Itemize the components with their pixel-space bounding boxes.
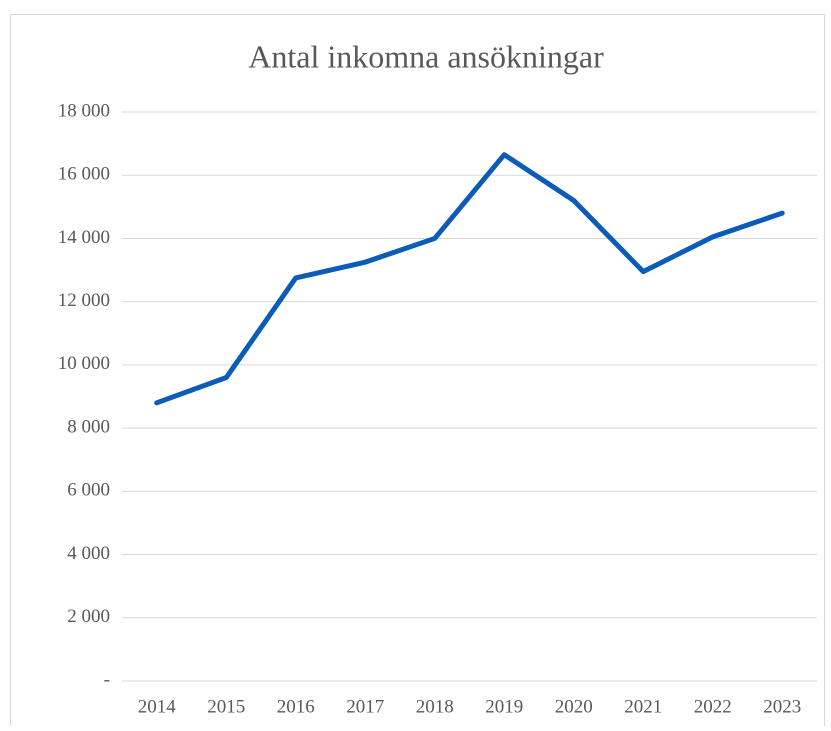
y-tick-label: 14 000 bbox=[58, 227, 110, 248]
x-tick-label: 2015 bbox=[207, 696, 245, 717]
x-tick-label: 2022 bbox=[694, 696, 732, 717]
x-tick-label: 2020 bbox=[555, 696, 593, 717]
y-tick-label: 12 000 bbox=[58, 290, 110, 311]
y-tick-label: - bbox=[104, 669, 110, 690]
y-tick-label: 6 000 bbox=[67, 480, 110, 501]
x-tick-label: 2017 bbox=[346, 696, 384, 717]
y-tick-label: 8 000 bbox=[67, 416, 110, 437]
chart-title: Antal inkomna ansökningar bbox=[248, 38, 604, 74]
y-tick-label: 18 000 bbox=[58, 100, 110, 121]
line-series bbox=[154, 152, 785, 406]
chart-frame bbox=[10, 14, 825, 731]
y-tick-label: 16 000 bbox=[58, 164, 110, 185]
y-tick-label: 2 000 bbox=[67, 606, 110, 627]
x-tick-label: 2018 bbox=[416, 696, 454, 717]
x-tick-label: 2021 bbox=[624, 696, 662, 717]
y-tick-label: 4 000 bbox=[67, 543, 110, 564]
x-tick-label: 2019 bbox=[485, 696, 523, 717]
x-tick-label: 2016 bbox=[277, 696, 315, 717]
x-tick-label: 2014 bbox=[138, 696, 177, 717]
y-tick-label: 10 000 bbox=[58, 353, 110, 374]
x-tick-label: 2023 bbox=[763, 696, 801, 717]
